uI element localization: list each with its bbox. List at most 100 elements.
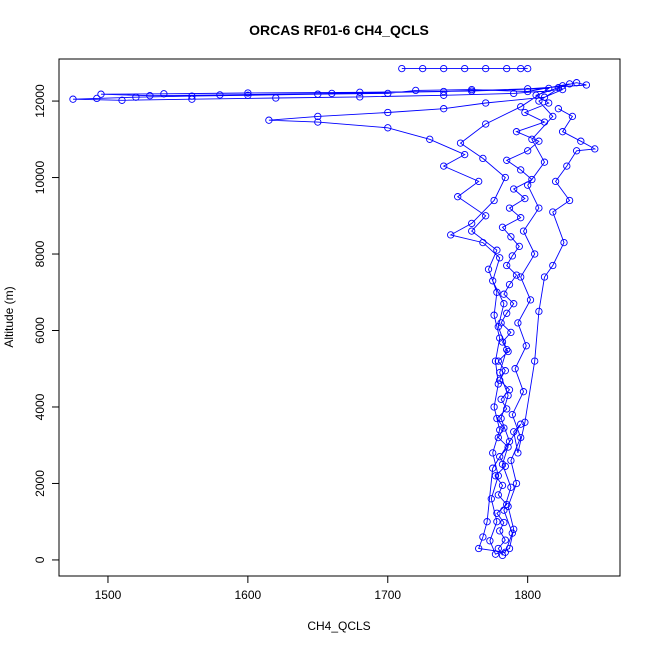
data-point: [551, 177, 560, 186]
data-point: [521, 194, 529, 203]
data-point: [504, 502, 512, 511]
data-point: [540, 118, 549, 126]
x-axis-label: CH4_QCLS: [307, 619, 370, 633]
data-point: [582, 81, 591, 89]
data-point: [412, 86, 420, 95]
data-point: [500, 300, 508, 308]
y-tick-label: 8000: [33, 240, 47, 267]
data-point: [479, 238, 487, 247]
data-point: [503, 309, 511, 317]
plot-layer: [69, 64, 599, 560]
y-axis: 0 2000 4000 6000 8000 10000 12000: [33, 84, 60, 563]
data-point: [510, 185, 518, 193]
data-point: [558, 82, 567, 90]
data-point: [524, 181, 532, 189]
data-point: [188, 92, 196, 100]
data-point: [517, 273, 525, 281]
data-point: [494, 323, 502, 331]
data-point: [519, 388, 528, 396]
data-point: [510, 300, 518, 308]
data-point: [494, 491, 502, 499]
data-point: [503, 500, 511, 509]
y-tick-label: 0: [33, 556, 47, 563]
data-point: [549, 112, 557, 121]
data-point: [514, 449, 522, 457]
data-point: [510, 525, 518, 533]
data-point: [440, 64, 448, 73]
data-point: [493, 246, 501, 254]
data-point: [93, 94, 101, 103]
data-point: [540, 158, 549, 166]
data-point: [493, 288, 501, 296]
data-point: [482, 120, 490, 128]
data-point: [545, 84, 553, 93]
data-point: [493, 518, 501, 526]
data-point: [572, 147, 581, 155]
data-point: [531, 357, 539, 365]
data-point: [535, 97, 543, 105]
data-point: [483, 518, 491, 526]
data-point: [479, 533, 487, 541]
data-point: [524, 64, 532, 73]
data-point: [572, 79, 581, 87]
data-point: [517, 166, 525, 174]
data-point: [535, 307, 543, 316]
data-point: [475, 177, 483, 186]
data-point: [503, 345, 511, 354]
data-point: [440, 162, 448, 170]
data-point: [498, 460, 507, 468]
data-point: [497, 414, 505, 423]
data-point: [440, 87, 448, 96]
data-point: [146, 92, 154, 100]
y-tick-label: 2000: [33, 470, 47, 497]
data-point: [498, 481, 507, 490]
data-point: [504, 347, 512, 356]
data-point: [517, 433, 525, 442]
data-point: [440, 91, 448, 99]
data-point: [440, 105, 448, 113]
data-point: [384, 108, 392, 117]
data-point: [491, 357, 500, 365]
data-point: [447, 231, 455, 239]
data-point: [500, 506, 508, 514]
data-point: [419, 64, 427, 73]
data-point: [494, 472, 502, 480]
data-point: [118, 96, 126, 104]
data-point: [426, 135, 434, 143]
data-point: [493, 509, 501, 517]
data-point: [314, 90, 322, 98]
x-tick-label: 1600: [235, 588, 262, 602]
data-point: [496, 254, 504, 262]
data-point: [524, 85, 532, 93]
data-point: [356, 88, 364, 96]
data-point: [535, 204, 543, 212]
data-point: [558, 128, 567, 136]
y-tick-label: 4000: [33, 393, 47, 420]
data-point: [510, 89, 518, 98]
data-point: [507, 456, 515, 465]
data-point: [489, 277, 497, 285]
data-point: [265, 116, 273, 124]
data-point: [486, 537, 494, 545]
data-point: [512, 128, 521, 136]
series-2: [398, 64, 532, 73]
data-point: [489, 464, 497, 472]
series-line: [72, 82, 597, 556]
data-point: [510, 428, 518, 436]
data-point: [540, 93, 549, 101]
data-point: [565, 196, 574, 205]
data-point: [524, 87, 532, 96]
data-point: [314, 112, 322, 121]
data-point: [507, 233, 515, 241]
data-point: [500, 518, 508, 527]
data-point: [545, 99, 553, 107]
data-point: [272, 94, 280, 102]
data-point: [517, 420, 525, 428]
data-point: [505, 386, 514, 394]
data-point: [490, 311, 498, 319]
data-point: [398, 64, 406, 73]
x-tick-label: 1800: [514, 588, 541, 602]
data-point: [504, 443, 512, 451]
data-point: [532, 91, 540, 99]
